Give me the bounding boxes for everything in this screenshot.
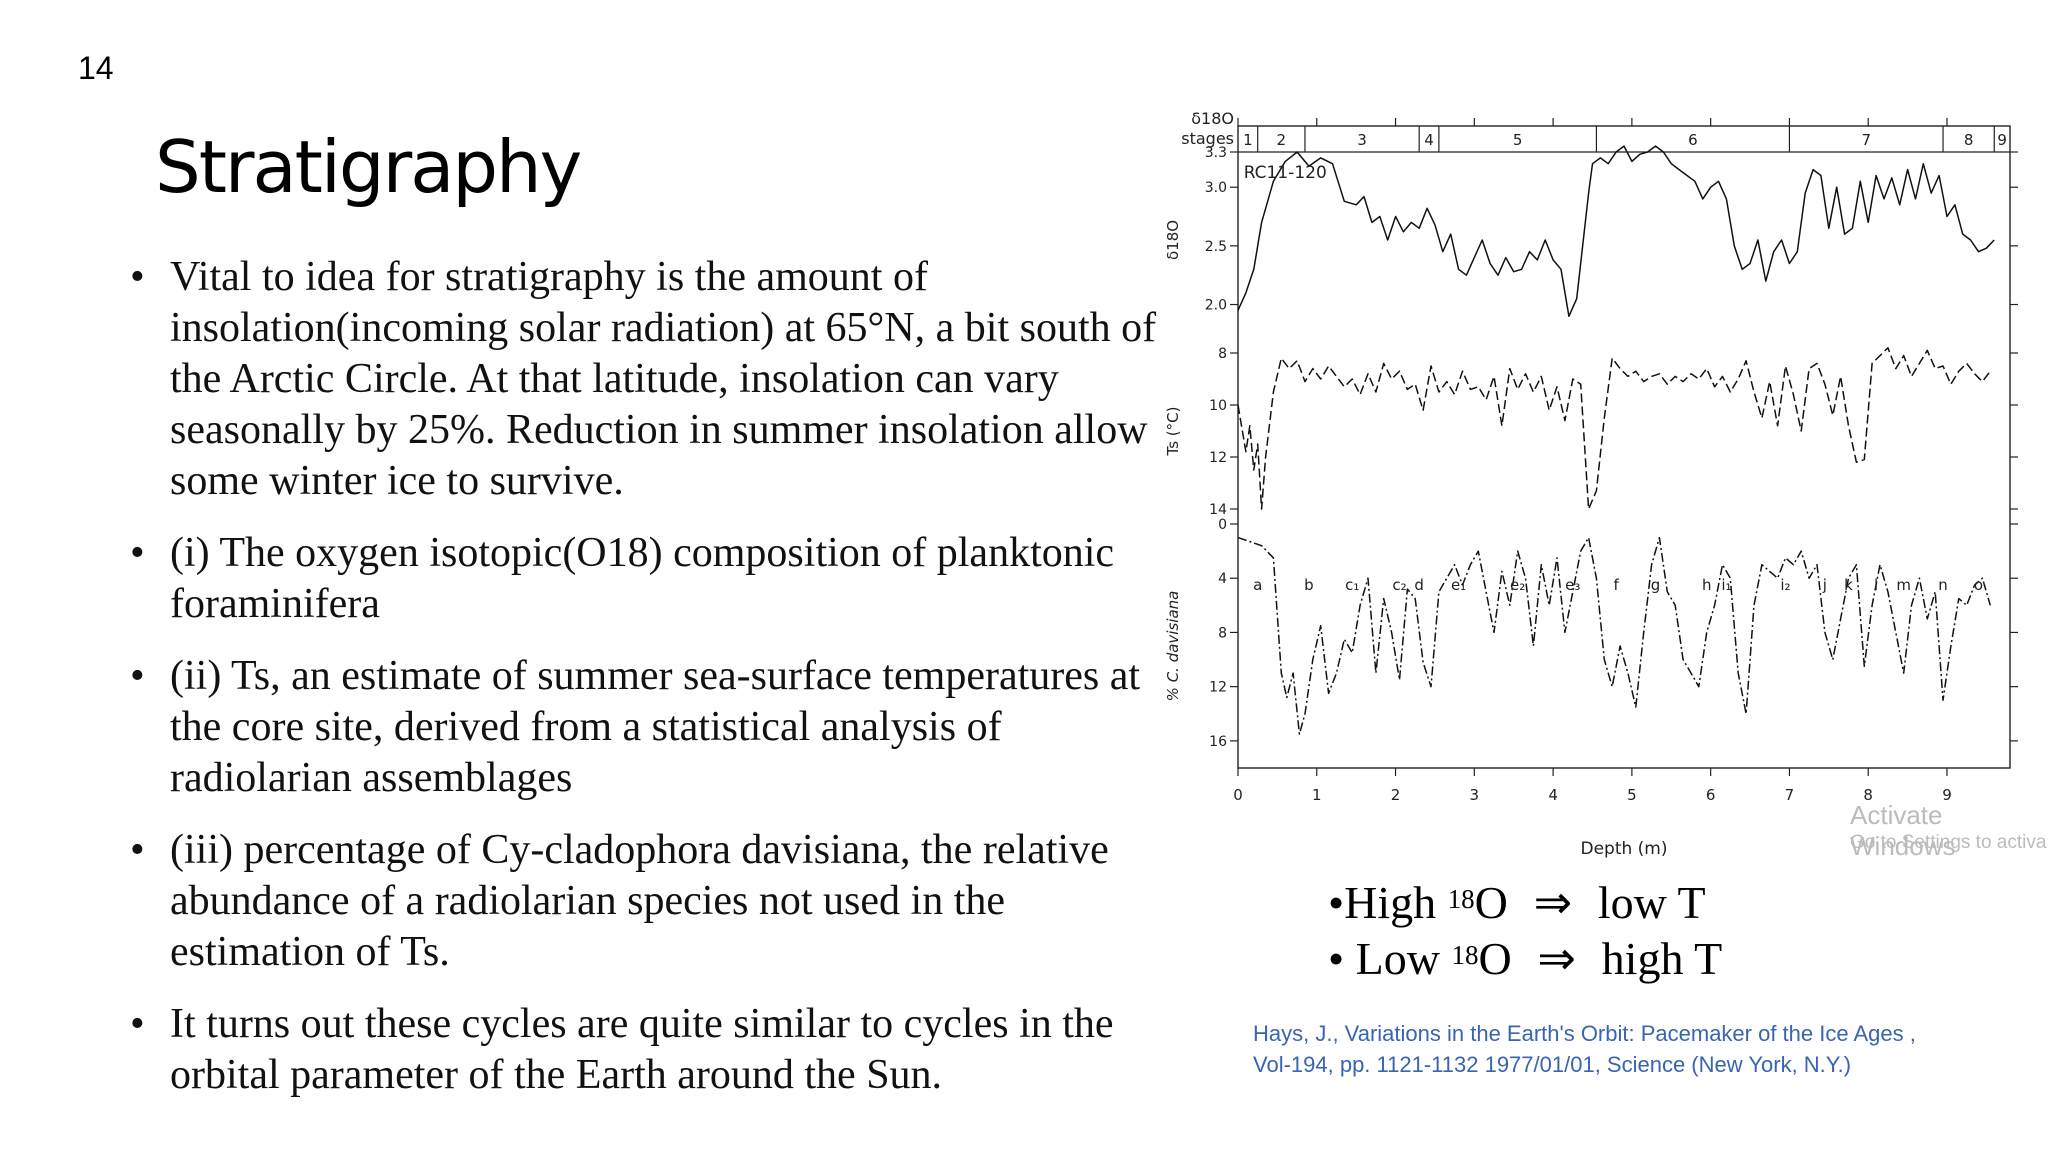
x-tick-label: 3 xyxy=(1470,786,1480,804)
rule-result: high T xyxy=(1601,933,1723,984)
y-axis-label: % C. davisiana xyxy=(1164,591,1182,702)
zone-label: j xyxy=(1822,576,1827,594)
chart-svg: 1 2 3 4 5 6 7 8 9δ18Ostages2.02.53.03.3δ18ORC11-… xyxy=(1164,109,2018,859)
rule-high: •High 18O ⇒ low T xyxy=(1328,875,1722,931)
y-tick-label: 2.0 xyxy=(1205,298,1227,314)
zone-label: d xyxy=(1414,576,1424,594)
y-axis-label: δ18O xyxy=(1164,220,1182,260)
rule-prefix: •High xyxy=(1328,877,1448,928)
rule-result: low T xyxy=(1597,877,1706,928)
core-label: RC11-120 xyxy=(1244,163,1327,183)
stage-label: 9 xyxy=(1997,131,2007,149)
series-line-2 xyxy=(1237,536,1992,735)
zone-label: g xyxy=(1651,576,1661,594)
citation: Hays, J., Variations in the Earth's Orbi… xyxy=(1253,1018,1916,1080)
zone-label: e₂ xyxy=(1510,576,1525,594)
x-tick-label: 6 xyxy=(1706,786,1716,804)
x-tick-label: 7 xyxy=(1785,786,1795,804)
x-tick-label: 1 xyxy=(1312,786,1322,804)
stage-label: 7 xyxy=(1861,131,1871,149)
plot-frame xyxy=(1237,125,2011,769)
citation-line: Hays, J., Variations in the Earth's Orbi… xyxy=(1253,1021,1916,1046)
y-tick-label: 12 xyxy=(1209,680,1227,696)
isotope-rules: •High 18O ⇒ low T • Low 18O ⇒ high T xyxy=(1328,875,1722,987)
zone-label: n xyxy=(1938,576,1948,594)
series-line-0 xyxy=(1237,145,1995,318)
zone-label: m xyxy=(1896,576,1911,594)
stage-label: 5 xyxy=(1513,131,1523,149)
bullet-item: Vital to idea for stratigraphy is the am… xyxy=(130,252,1170,507)
zone-label: b xyxy=(1304,576,1314,594)
citation-line: Vol-194, pp. 1121-1132 1977/01/01, Scien… xyxy=(1253,1052,1852,1077)
zone-label: k xyxy=(1844,576,1853,594)
y-tick-label: 16 xyxy=(1209,734,1227,750)
y-tick-label: 8 xyxy=(1218,625,1227,641)
y-tick-label: 2.5 xyxy=(1205,239,1227,255)
zone-label: f xyxy=(1613,576,1619,594)
rule-sup: 18 xyxy=(1447,884,1475,914)
y-tick-label: 3.3 xyxy=(1205,145,1227,161)
stage-label: 6 xyxy=(1688,131,1698,149)
zone-label: a xyxy=(1253,576,1262,594)
stage-label: 1 xyxy=(1243,131,1253,149)
implies-icon: ⇒ xyxy=(1537,933,1576,984)
rule-rest: O xyxy=(1474,877,1508,928)
x-axis-label: Depth (m) xyxy=(1580,839,1667,859)
bullet-item: (iii) percentage of Cy-cladophora davisi… xyxy=(130,825,1170,978)
x-tick-label: 2 xyxy=(1391,786,1401,804)
zone-label: e₃ xyxy=(1565,576,1580,594)
implies-icon: ⇒ xyxy=(1533,877,1573,928)
zone-label: c₂ xyxy=(1392,576,1406,594)
x-tick-label: 5 xyxy=(1627,786,1637,804)
slide-number: 14 xyxy=(78,50,114,86)
bullet-item: (ii) Ts, an estimate of summer sea-surfa… xyxy=(130,651,1170,804)
y-tick-label: 12 xyxy=(1209,450,1227,466)
stages-subtitle: stages xyxy=(1181,129,1234,148)
rule-low: • Low 18O ⇒ high T xyxy=(1328,931,1722,987)
activation-watermark: Activate Windows xyxy=(1850,800,1956,861)
y-tick-label: 4 xyxy=(1218,571,1227,587)
stratigraphy-chart: 1 2 3 4 5 6 7 8 9 δ18O stages 2.0 2.5 3.0 3.3 δ18O RC11-… xyxy=(1160,100,2048,880)
rule-rest: O xyxy=(1478,933,1512,984)
activation-watermark-subtext: Go to Settings to activa xyxy=(1850,832,2047,853)
rule-prefix: • Low xyxy=(1328,933,1452,984)
x-tick-label: 4 xyxy=(1548,786,1558,804)
y-axis-label: Ts (°C) xyxy=(1164,407,1182,457)
bullet-item: It turns out these cycles are quite simi… xyxy=(130,999,1170,1101)
stage-label: 4 xyxy=(1424,131,1434,149)
rule-sup: 18 xyxy=(1451,940,1479,970)
series-line-1 xyxy=(1237,347,1991,510)
y-tick-label: 8 xyxy=(1218,346,1227,362)
stage-label: 3 xyxy=(1357,131,1367,149)
bullet-list: Vital to idea for stratigraphy is the am… xyxy=(130,252,1170,1122)
zone-label: o xyxy=(1974,576,1983,594)
zone-label: h xyxy=(1702,576,1712,594)
y-tick-label: 3.0 xyxy=(1205,180,1227,196)
stages-title: δ18O xyxy=(1191,109,1234,128)
x-tick-label: 0 xyxy=(1233,786,1243,804)
bullet-item: (i) The oxygen isotopic(O18) composition… xyxy=(130,528,1170,630)
stage-label: 2 xyxy=(1277,131,1287,149)
x-tick-label: 8 xyxy=(1863,786,1873,804)
zone-label: i₂ xyxy=(1780,576,1790,594)
y-tick-label: 14 xyxy=(1209,502,1227,518)
zone-label: i₁ xyxy=(1721,576,1731,594)
stage-label: 8 xyxy=(1964,131,1974,149)
x-tick-label: 9 xyxy=(1942,786,1952,804)
y-tick-label: 0 xyxy=(1218,517,1227,533)
zone-label: l xyxy=(1874,576,1878,594)
zone-label: e₁ xyxy=(1451,576,1466,594)
slide-title: Stratigraphy xyxy=(155,125,582,209)
y-tick-label: 10 xyxy=(1209,398,1227,414)
zone-label: c₁ xyxy=(1345,576,1359,594)
